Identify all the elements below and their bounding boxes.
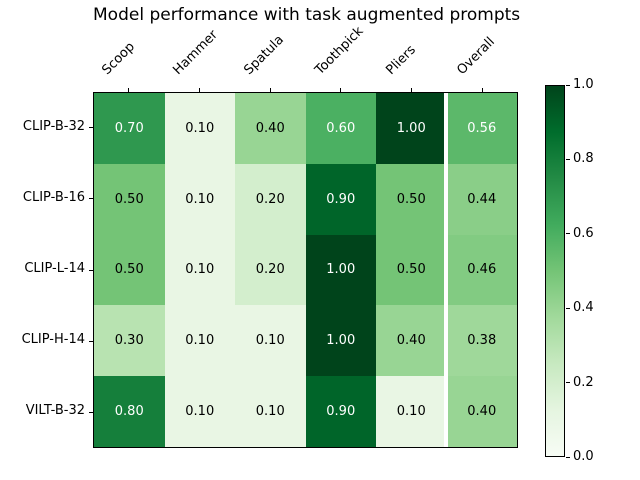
- colorbar-tick-label: 0.6: [573, 225, 594, 241]
- colorbar-tick-label: 1.0: [573, 77, 594, 92]
- column-label: Overall: [453, 34, 498, 78]
- colorbar-tick-label: 0.8: [573, 151, 594, 167]
- row-label: VILT-B-32: [25, 403, 85, 419]
- heatmap-cell: 0.40: [235, 93, 306, 164]
- colorbar-tick: [566, 84, 570, 86]
- row-label: CLIP-B-16: [22, 189, 85, 205]
- heatmap-cell: 0.50: [376, 163, 447, 235]
- heatmap-cell: 0.10: [235, 376, 306, 447]
- column-label: Pliers: [383, 42, 419, 78]
- heatmap-cell: 0.70: [94, 93, 165, 164]
- column-label: Scoop: [99, 39, 139, 78]
- y-tick: [89, 340, 93, 342]
- x-tick: [198, 88, 200, 92]
- colorbar-tick: [566, 307, 570, 309]
- x-tick: [269, 88, 271, 92]
- heatmap-cell: 0.10: [164, 234, 235, 306]
- heatmap-cell: 0.40: [446, 376, 517, 447]
- heatmap-cell: 0.38: [446, 305, 517, 377]
- heatmap-cell: 1.00: [376, 93, 447, 164]
- heatmap-cell: 0.20: [235, 234, 306, 306]
- row-label: CLIP-L-14: [24, 261, 85, 276]
- heatmap-cell: 0.10: [164, 305, 235, 377]
- y-tick: [89, 198, 93, 200]
- x-tick: [411, 88, 413, 92]
- heatmap-cell: 0.44: [446, 163, 517, 235]
- x-tick: [127, 88, 129, 92]
- heatmap-cell: 0.90: [305, 163, 376, 235]
- heatmap-cell: 0.60: [305, 93, 376, 164]
- heatmap-cell: 0.40: [376, 305, 447, 377]
- y-tick: [89, 411, 93, 413]
- colorbar: [545, 85, 565, 457]
- heatmap-cell: 0.10: [164, 376, 235, 447]
- heatmap-cell: 0.30: [94, 305, 165, 377]
- colorbar-tick: [566, 382, 570, 384]
- heatmap-cell: 0.20: [235, 163, 306, 235]
- row-label: CLIP-H-14: [21, 332, 85, 348]
- x-tick: [340, 88, 342, 92]
- heatmap-cell: 0.80: [94, 376, 165, 447]
- column-label: Toothpick: [312, 23, 367, 78]
- colorbar-tick-label: 0.0: [573, 449, 594, 464]
- heatmap-cell: 0.90: [305, 376, 376, 447]
- overall-column-separator: [444, 93, 449, 447]
- heatmap-cell: 0.10: [376, 376, 447, 447]
- colorbar-tick-label: 0.4: [573, 300, 594, 316]
- y-tick: [89, 127, 93, 129]
- heatmap-cell: 0.10: [164, 163, 235, 235]
- column-label: Spatula: [241, 32, 288, 78]
- heatmap-cell: 0.10: [164, 93, 235, 164]
- heatmap-cell: 0.50: [94, 234, 165, 306]
- row-label: CLIP-B-32: [22, 118, 85, 134]
- colorbar-tick-label: 0.2: [573, 374, 594, 390]
- heatmap-cell: 0.46: [446, 234, 517, 306]
- heatmap-grid: 0.70 0.10 0.40 0.60 1.00 0.56 0.50 0.10 0.20 0.90…: [93, 92, 518, 448]
- y-tick: [89, 269, 93, 271]
- column-label: Hammer: [170, 27, 222, 78]
- heatmap-cell: 0.50: [94, 163, 165, 235]
- heatmap-cell: 0.10: [235, 305, 306, 377]
- heatmap-cell: 1.00: [305, 234, 376, 306]
- colorbar-tick: [566, 158, 570, 160]
- heatmap-cell: 0.50: [376, 234, 447, 306]
- heatmap-cell: 0.56: [446, 93, 517, 164]
- x-tick: [482, 88, 484, 92]
- heatmap-cell: 1.00: [305, 305, 376, 377]
- chart-title: Model performance with task augmented pr…: [93, 5, 521, 25]
- colorbar-tick: [566, 456, 570, 458]
- colorbar-tick: [566, 233, 570, 235]
